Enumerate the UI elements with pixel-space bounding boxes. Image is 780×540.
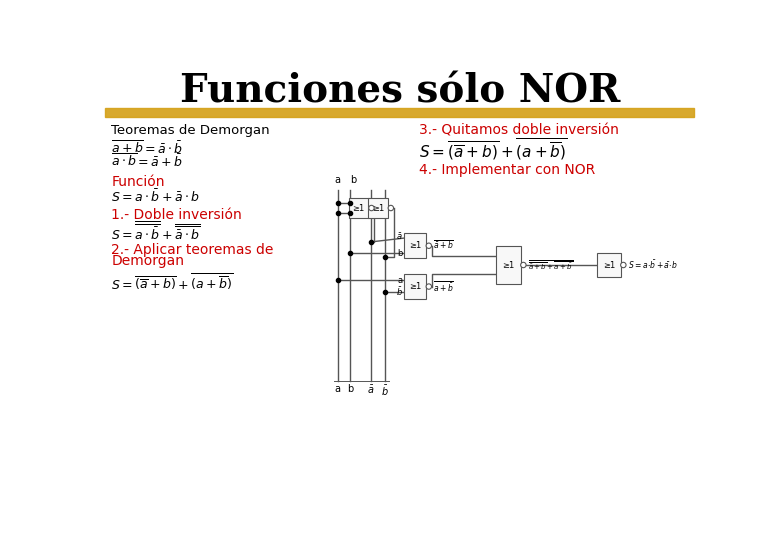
Text: ≥1: ≥1	[603, 260, 615, 269]
Text: ≥1: ≥1	[502, 260, 514, 269]
Circle shape	[621, 262, 626, 268]
Bar	[597, 253, 621, 278]
Text: $\bar{a}$: $\bar{a}$	[367, 384, 374, 396]
Text: $\bar{b}$: $\bar{b}$	[396, 286, 402, 298]
Text: $\bar{b}$: $\bar{b}$	[381, 384, 389, 399]
Text: ≥1: ≥1	[372, 204, 385, 213]
Bar	[105, 108, 694, 117]
Text: ≥1: ≥1	[410, 241, 421, 250]
Text: a: a	[335, 384, 341, 394]
Text: 4.- Implementar con NOR: 4.- Implementar con NOR	[419, 163, 595, 177]
Circle shape	[521, 262, 526, 268]
Text: b: b	[398, 249, 402, 258]
Text: ≥1: ≥1	[410, 282, 421, 291]
Bar	[368, 198, 388, 218]
Circle shape	[369, 205, 374, 211]
Text: $\overline{a+\bar{b}}$: $\overline{a+\bar{b}}$	[433, 280, 454, 293]
Bar	[496, 246, 521, 284]
Text: b: b	[347, 384, 353, 394]
Text: $\overline{a \cdot b} = \bar{a} + \bar{b}$: $\overline{a \cdot b} = \bar{a} + \bar{b…	[112, 152, 183, 170]
Text: $\overline{a+b} = \bar{a} \cdot \bar{b}$: $\overline{a+b} = \bar{a} \cdot \bar{b}$	[112, 139, 183, 157]
Text: 1.- Doble inversión: 1.- Doble inversión	[112, 208, 243, 222]
Text: $S = \overline{(\overline{a}+b)} + \overline{(a+\overline{b})}$: $S = \overline{(\overline{a}+b)} + \over…	[112, 272, 233, 292]
Text: Demorgan: Demorgan	[112, 254, 184, 268]
Bar	[349, 198, 369, 218]
Text: ≥1: ≥1	[353, 204, 365, 213]
Text: $S = a \cdot \bar{b} + \bar{a} \cdot b$: $S = a \cdot \bar{b} + \bar{a} \cdot b$	[112, 189, 200, 206]
Text: Funciones sólo NOR: Funciones sólo NOR	[179, 73, 620, 111]
Text: $\overline{\bar{a}+b}$: $\overline{\bar{a}+b}$	[433, 240, 454, 252]
Text: 3.- Quitamos doble inversión: 3.- Quitamos doble inversión	[419, 123, 619, 137]
Bar	[404, 274, 426, 299]
Text: a: a	[335, 175, 341, 185]
Text: a: a	[398, 276, 402, 285]
Circle shape	[426, 284, 431, 289]
Circle shape	[426, 243, 431, 248]
Text: $S = \overline{\overline{a \cdot \bar{b}}} + \overline{\overline{\bar{a} \cdot b: $S = \overline{\overline{a \cdot \bar{b}…	[112, 220, 201, 243]
Text: Teoremas de Demorgan: Teoremas de Demorgan	[112, 124, 270, 137]
Text: 2.- Aplicar teoremas de: 2.- Aplicar teoremas de	[112, 242, 274, 256]
Text: Función: Función	[112, 175, 165, 189]
Text: $\bar{a}$: $\bar{a}$	[396, 231, 402, 242]
Text: $S = \overline{(\overline{a}+b)} + \overline{(a+\overline{b})}$: $S = \overline{(\overline{a}+b)} + \over…	[419, 137, 568, 163]
Text: $S = a\!\cdot\!\bar{b} + \bar{a}\!\cdot\!b$: $S = a\!\cdot\!\bar{b} + \bar{a}\!\cdot\…	[628, 259, 678, 272]
Text: b: b	[350, 175, 356, 185]
Circle shape	[388, 205, 394, 211]
Bar	[404, 233, 426, 258]
Text: $\overline{\overline{\bar{a}+b}+\overline{a+\bar{b}}}$: $\overline{\overline{\bar{a}+b}+\overlin…	[527, 258, 573, 272]
